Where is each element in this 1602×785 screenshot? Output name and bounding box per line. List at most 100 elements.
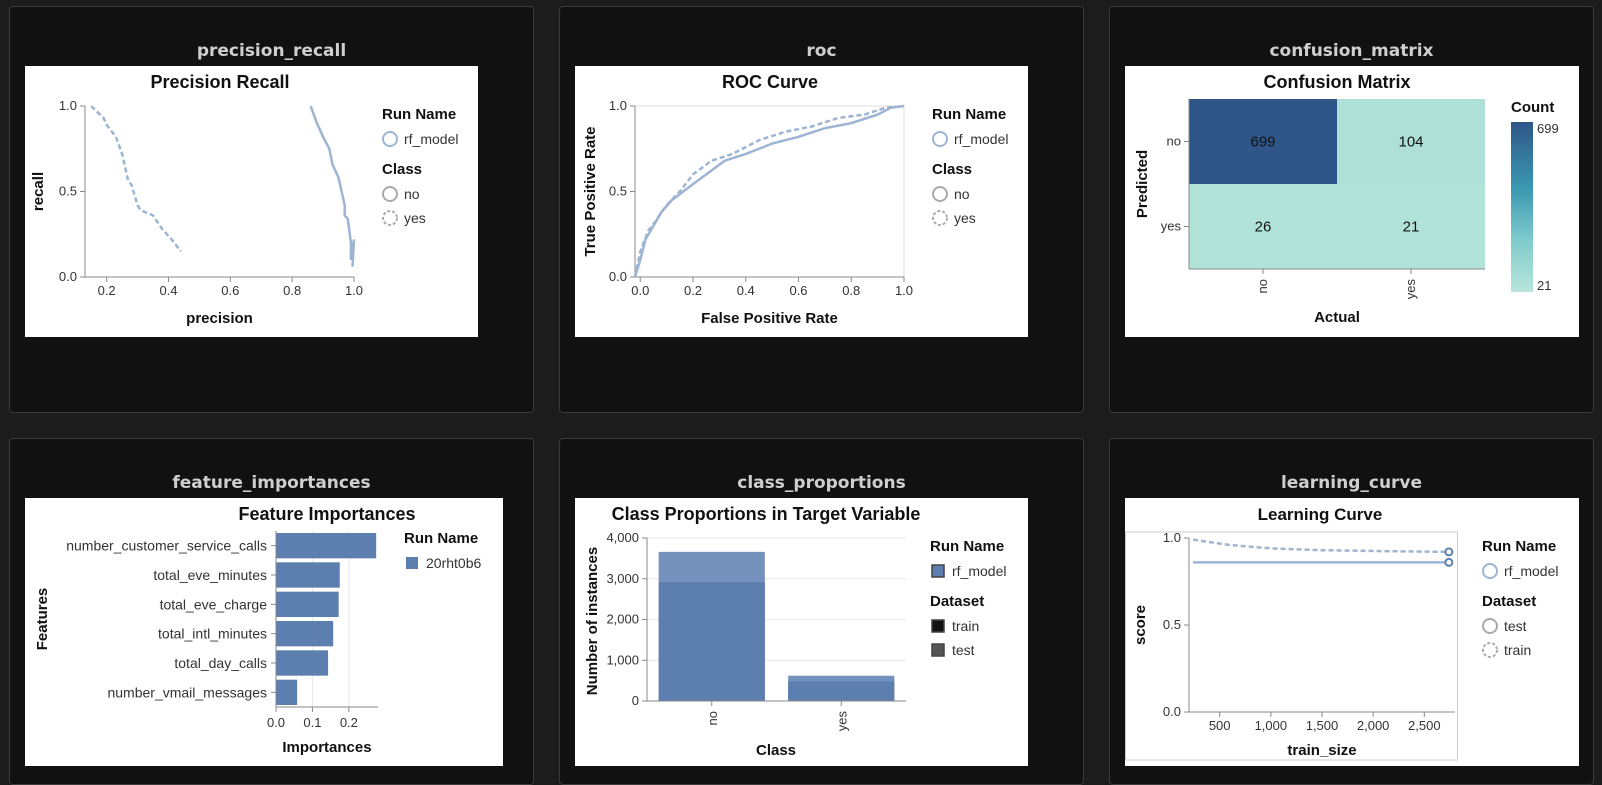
y-tick-label: 0.0 [59, 269, 77, 284]
heatmap-cell [1337, 184, 1485, 269]
legend-symbol [932, 186, 948, 202]
color-scale [1511, 122, 1533, 292]
legend-symbol [1482, 563, 1498, 579]
x-tick-label: yes [834, 711, 849, 732]
chart-title: Confusion Matrix [1264, 72, 1411, 92]
panel-class-proportions: class_proportions no yes 0 1,000 2,000 3,000 4… [559, 438, 1084, 785]
heatmap-cell [1189, 184, 1337, 269]
chart-title: Feature Importances [238, 504, 415, 524]
bar-train-yes [788, 681, 895, 701]
chart-title: Learning Curve [1258, 505, 1383, 524]
x-tick-label: 0.6 [789, 283, 807, 298]
legend-label: train [952, 618, 979, 634]
bar-number_customer_service_calls [276, 533, 377, 559]
legend-label: test [952, 642, 975, 658]
legend-symbol [932, 131, 948, 147]
cell-value: 26 [1255, 219, 1272, 236]
legend-label: rf_model [952, 563, 1006, 579]
scale-max-label: 699 [1537, 121, 1559, 136]
legend-title: Run Name [932, 106, 1006, 123]
x-tick-label: 0.4 [737, 283, 755, 298]
class-proportions-chart: no yes 0 1,000 2,000 3,000 4,000 Class Proporti… [584, 504, 1006, 759]
y-tick-label: 0.5 [609, 184, 627, 199]
x-tick-label: 0.8 [283, 283, 301, 298]
chart-card: 0.0 0.2 0.4 0.6 0.8 1.0 0.0 0.5 1.0 ROC Curve Fals… [575, 66, 1028, 337]
legend-symbol [1482, 642, 1498, 658]
x-tick-label: 0.2 [98, 283, 116, 298]
y-tick-label: yes [1161, 219, 1182, 234]
y-tick-label: 1.0 [1163, 530, 1181, 545]
precision-recall-chart: 0.2 0.4 0.6 0.8 1.0 0.0 0.5 1.0 Precision Recall… [30, 72, 458, 327]
chart-card: 699 104 26 21 no yes no yes Confusion Matrix Actu… [1125, 66, 1579, 337]
cell-value: 699 [1250, 134, 1275, 151]
bar-total_intl_minutes [276, 621, 334, 647]
panel-title: feature_importances [172, 473, 371, 493]
chart-title: Precision Recall [150, 72, 289, 92]
bar-total_eve_minutes [276, 562, 340, 588]
y-tick-label: 3,000 [606, 571, 639, 586]
chart-card: 500 1,000 1,500 2,000 2,500 0.0 0.5 1.0 Learning… [1125, 498, 1579, 766]
y-tick-label: 1,000 [606, 652, 639, 667]
x-axis-label: precision [186, 310, 253, 327]
heatmap-cell [1337, 99, 1485, 184]
x-tick-label: 0.2 [684, 283, 702, 298]
legend-title: Run Name [1482, 538, 1556, 555]
bar-total_day_calls [276, 650, 329, 676]
plot-frame [634, 105, 905, 278]
endpoint-marker [1444, 547, 1454, 557]
y-axis-label: recall [30, 172, 47, 211]
x-tick-label: 0.4 [159, 283, 177, 298]
legend-label: rf_model [1504, 563, 1558, 579]
legend-title: Dataset [1482, 593, 1536, 610]
x-tick-label: yes [1403, 279, 1418, 300]
x-axis-label: train_size [1287, 742, 1356, 759]
legend-symbol [932, 210, 948, 226]
y-tick-label: total_eve_minutes [153, 567, 267, 583]
plot-border [1125, 531, 1458, 761]
legend-label: test [1504, 618, 1527, 634]
x-tick-label: 500 [1209, 718, 1231, 733]
cell-value: 104 [1398, 134, 1423, 151]
bar-total_eve_charge [276, 591, 339, 617]
y-tick-label: total_eve_charge [160, 596, 268, 612]
panel-roc: roc 0.0 0.2 0.4 0.6 0.8 1.0 0.0 0.5 1.0 ROC Curve… [559, 6, 1084, 413]
endpoint-marker [1444, 557, 1454, 567]
x-axis-label: Actual [1314, 309, 1360, 326]
y-tick-label: total_day_calls [174, 655, 267, 671]
legend-symbol [382, 210, 398, 226]
x-tick-label: 0.1 [303, 715, 321, 730]
y-axis-label: Features [34, 588, 51, 651]
y-axis-label: score [1132, 605, 1149, 645]
panel-title: roc [806, 41, 837, 61]
series-line-yes [633, 104, 905, 278]
y-tick-label: 4,000 [606, 530, 639, 545]
x-tick-label: 2,500 [1408, 718, 1441, 733]
panel-title: class_proportions [737, 473, 906, 493]
y-tick-label: 0.0 [1163, 704, 1181, 719]
y-tick-label: 0 [632, 693, 639, 708]
x-tick-label: no [1255, 279, 1270, 293]
series-line-no [633, 104, 905, 278]
x-axis-label: Importances [282, 739, 371, 756]
y-tick-label: 1.0 [609, 98, 627, 113]
x-tick-label: no [705, 711, 720, 725]
legend-swatch [931, 643, 945, 657]
y-axis-label: True Positive Rate [582, 126, 599, 256]
chart-title: Class Proportions in Target Variable [612, 504, 921, 524]
y-tick-label: 2,000 [606, 612, 639, 627]
y-tick-label: 1.0 [59, 98, 77, 113]
y-tick-label: number_vmail_messages [107, 684, 267, 700]
y-tick-label: 0.5 [59, 184, 77, 199]
x-tick-label: 2,000 [1357, 718, 1390, 733]
y-tick-label: total_intl_minutes [158, 626, 267, 642]
panel-confusion-matrix: confusion_matrix 699 104 26 21 no yes no yes Con… [1109, 6, 1594, 413]
legend-title: Class [932, 161, 972, 178]
legend-title: Count [1511, 99, 1554, 116]
learning-curve-chart: 500 1,000 1,500 2,000 2,500 0.0 0.5 1.0 Learning… [1125, 505, 1558, 761]
legend-title: Run Name [382, 106, 456, 123]
x-tick-label: 0.6 [221, 283, 239, 298]
panel-title: learning_curve [1280, 473, 1423, 493]
legend-label: rf_model [404, 131, 458, 147]
y-tick-label: 0.0 [609, 269, 627, 284]
scale-min-label: 21 [1537, 278, 1551, 293]
